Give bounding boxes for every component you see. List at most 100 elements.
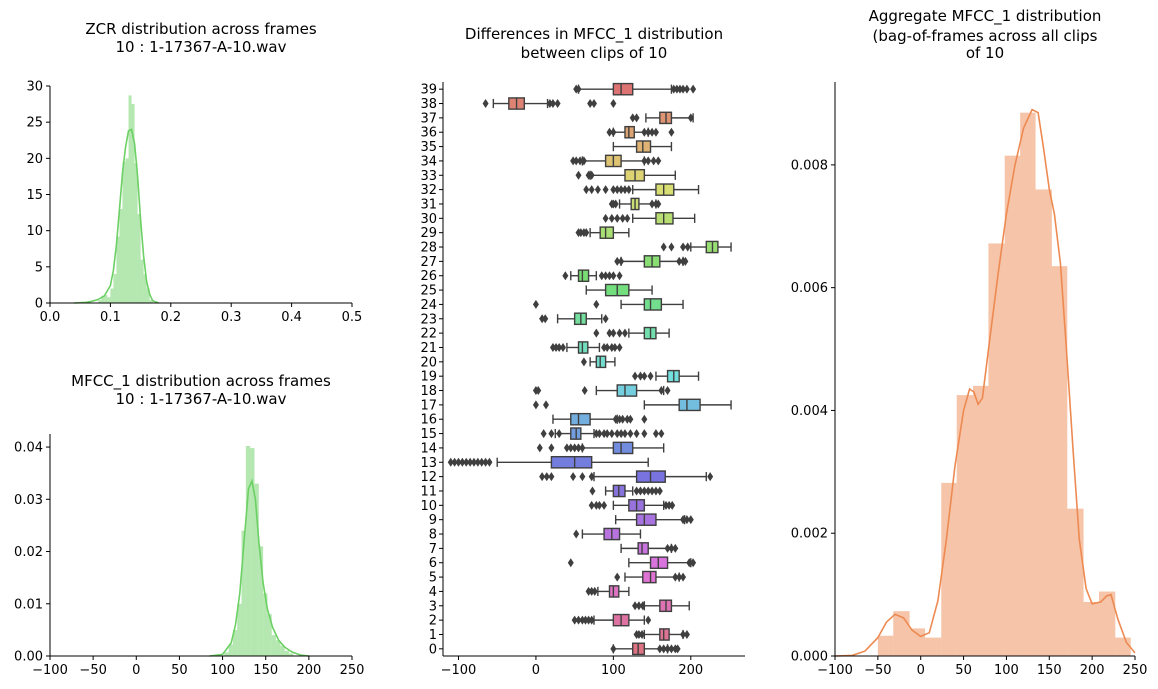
panel1-bin (289, 653, 294, 656)
panel2-box-19 (632, 369, 700, 383)
panel0-y-tick-label: 20 (26, 152, 43, 167)
panel2-outlier (668, 543, 675, 553)
panel2-outlier (669, 500, 676, 510)
panel2-outlier (608, 342, 615, 352)
panel2-y-tick-label: 0 (429, 642, 437, 657)
panel2-outlier (608, 213, 615, 223)
panel2-x-tick-label: 0 (532, 663, 540, 678)
panel1-bin (254, 483, 259, 656)
panel2-outlier (660, 644, 667, 654)
panel2-box-16 (552, 412, 648, 426)
panel2-y-tick-label: 23 (420, 312, 437, 327)
aggregate-histogram-panel: Aggregate MFCC_1 distribution(bag-of-fra… (791, 7, 1148, 678)
panel2-outlier (635, 601, 642, 611)
panel2-outlier (616, 342, 623, 352)
panel2-box (577, 341, 589, 354)
panel2-outlier (624, 213, 631, 223)
panel2-outlier (641, 156, 648, 166)
panel2-box-29 (575, 226, 630, 239)
panel2-outlier (619, 414, 626, 424)
panel3-bin (1099, 591, 1116, 656)
panel2-y-tick-label: 15 (420, 427, 437, 442)
panel2-outlier (549, 342, 556, 352)
panel2-box (655, 183, 675, 196)
panel2-outlier (676, 84, 683, 94)
panel2-outlier (588, 500, 595, 510)
panel2-outlier (593, 299, 600, 309)
panel2-box (570, 412, 591, 426)
panel2-outlier (645, 486, 652, 496)
panel2-outlier (593, 500, 600, 510)
panel2-box-9 (614, 513, 694, 526)
panel2-outlier (616, 414, 623, 424)
panel2-outlier (652, 486, 659, 496)
panel2-outlier (553, 342, 560, 352)
panel2-y-tick-label: 11 (420, 484, 437, 499)
panel2-outlier (467, 457, 474, 467)
panel3-bin (877, 635, 894, 656)
panel2-y-tick-label: 32 (420, 183, 437, 198)
panel2-outlier (594, 185, 601, 195)
panel0-bin (143, 274, 147, 303)
panel2-box-4 (585, 585, 630, 598)
panel2-outlier (610, 185, 617, 195)
panel0-title-line: ZCR distribution across frames (85, 20, 317, 38)
panel2-outlier (645, 127, 652, 137)
panel0-bin (137, 214, 141, 303)
panel2-box-22 (593, 326, 670, 340)
panel1-x-tick-label: −100 (32, 663, 68, 678)
panel2-y-tick-label: 27 (420, 255, 437, 270)
panel2-box-35 (612, 140, 673, 153)
panel2-outlier (683, 515, 690, 525)
panel2-outlier (684, 242, 691, 252)
panel2-outlier (664, 543, 671, 553)
panel2-outlier (573, 529, 580, 539)
panel0-bin (119, 208, 123, 303)
panel2-outlier (641, 429, 648, 439)
panel2-box-28 (660, 240, 732, 254)
panel2-outlier (588, 615, 595, 625)
panel2-outlier (641, 371, 648, 381)
panel0-bin (98, 300, 102, 303)
panel2-outlier (575, 443, 582, 453)
panel2-outlier (658, 429, 665, 439)
panel3-x-tick-label: 200 (1080, 663, 1105, 678)
panel2-outlier (581, 386, 588, 396)
panel2-outlier (610, 99, 617, 109)
panel2-outlier (614, 572, 621, 582)
panel2-box-36 (606, 125, 675, 139)
panel2-outlier (627, 414, 634, 424)
panel2-outlier (577, 156, 584, 166)
panel0-x-tick-label: 0.3 (221, 310, 242, 325)
panel2-outlier (532, 299, 539, 309)
panel2-outlier (543, 472, 550, 482)
panel2-box-6 (567, 556, 697, 570)
panel2-outlier (612, 414, 619, 424)
panel2-box-34 (570, 154, 662, 168)
panel2-box-33 (575, 168, 677, 182)
panel2-outlier (549, 99, 556, 109)
panel2-outlier (683, 629, 690, 639)
panel1-bin (224, 652, 229, 656)
panel1-x-tick-label: −50 (79, 663, 106, 678)
panel2-outlier (548, 443, 555, 453)
panel2-outlier (470, 457, 477, 467)
panel2-y-tick-label: 21 (420, 341, 437, 356)
panel2-box-30 (602, 212, 696, 225)
panel1-bin (258, 546, 264, 656)
panel2-y-tick-label: 12 (420, 470, 437, 485)
panel2-outlier (625, 185, 632, 195)
panel2-outlier (580, 357, 587, 367)
panel2-outlier (589, 486, 596, 496)
panel2-outlier (486, 457, 493, 467)
panel2-outlier (674, 644, 681, 654)
panel2-y-tick-label: 9 (429, 513, 437, 528)
panel0-bin (140, 259, 144, 303)
panel2-title-line: Differences in MFCC_1 distribution (465, 25, 723, 44)
panel2-outlier (610, 271, 617, 281)
panel2-outlier (579, 443, 586, 453)
panel2-y-tick-label: 31 (420, 197, 437, 212)
panel2-outlier (624, 414, 631, 424)
panel2-outlier (482, 457, 489, 467)
